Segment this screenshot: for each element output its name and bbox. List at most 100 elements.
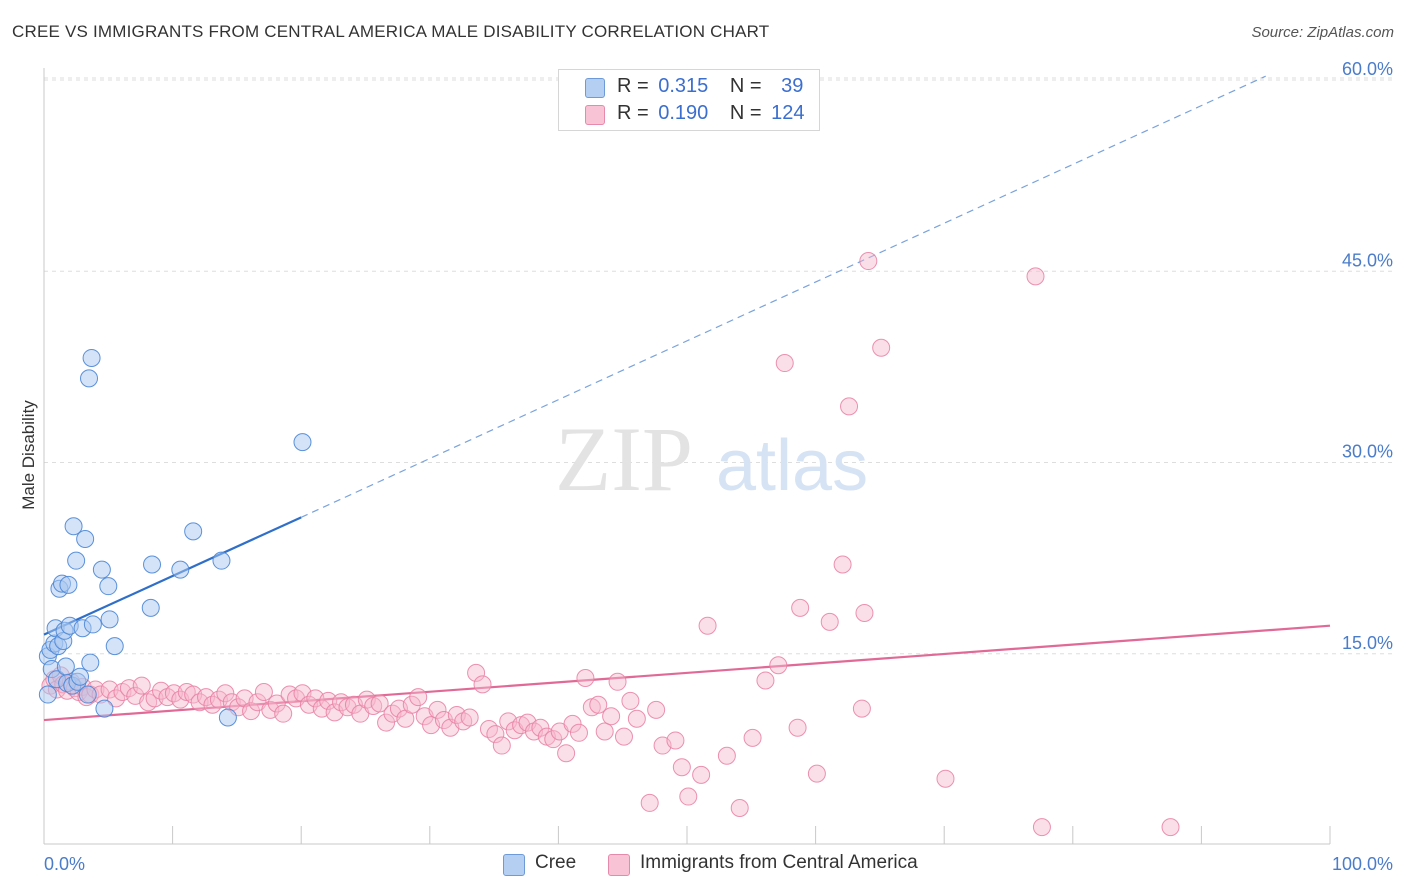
y-tick-label-45: 45.0% [1342, 250, 1393, 270]
tick-labels: 15.0% 30.0% 45.0% 60.0% 0.0% 100.0% [44, 59, 1393, 874]
point-immigrants-107 [743, 728, 762, 747]
point-cree-23 [78, 685, 97, 704]
point-cree-20 [71, 667, 90, 686]
point-cree-35 [171, 560, 190, 579]
y-tick-label-60: 60.0% [1342, 59, 1393, 79]
point-cree-22 [76, 530, 95, 548]
point-immigrants-91 [595, 722, 614, 741]
point-immigrants-56 [370, 694, 389, 713]
point-cree-31 [100, 610, 119, 629]
watermark: ZIP atlas [555, 408, 868, 510]
legend-r-value-immigrants: 0.190 [658, 102, 709, 124]
point-immigrants-70 [460, 708, 479, 727]
point-cree-30 [99, 577, 118, 596]
point-immigrants-117 [852, 699, 871, 718]
point-cree-37 [212, 551, 231, 570]
chart-title: CREE VS IMMIGRANTS FROM CENTRAL AMERICA … [12, 22, 770, 41]
point-cree-14 [59, 575, 78, 594]
point-immigrants-112 [791, 598, 810, 617]
data-points [38, 252, 1180, 837]
legend-text-immigrants: R = 0.190 N = 124 [617, 102, 805, 125]
point-immigrants-120 [872, 338, 891, 357]
point-immigrants-85 [557, 744, 576, 763]
point-immigrants-100 [666, 731, 685, 750]
point-cree-32 [105, 637, 124, 656]
point-immigrants-124 [1161, 818, 1180, 837]
point-cree-27 [83, 615, 102, 634]
point-immigrants-115 [833, 555, 852, 574]
legend-n-label: N = [729, 75, 762, 97]
point-immigrants-48 [319, 691, 338, 710]
point-immigrants-75 [492, 736, 511, 755]
point-immigrants-74 [486, 725, 505, 744]
bottom-legend-label-immigrants: Immigrants from Central America [640, 852, 918, 873]
point-immigrants-88 [576, 668, 595, 687]
bottom-legend-label-cree: Cree [535, 852, 577, 873]
point-immigrants-83 [544, 730, 563, 749]
point-immigrants-123 [1032, 818, 1051, 837]
x-tick-label-start: 0.0% [44, 854, 85, 874]
point-cree-38 [218, 708, 237, 727]
point-immigrants-92 [602, 707, 621, 726]
point-cree-28 [92, 560, 111, 579]
grid-lines [44, 77, 1392, 655]
trend-lines [43, 75, 1331, 722]
point-cree-17 [64, 517, 83, 536]
point-cree-29 [95, 699, 114, 718]
point-immigrants-105 [717, 746, 736, 765]
point-immigrants-96 [627, 709, 646, 728]
point-cree-36 [184, 522, 203, 541]
point-immigrants-36 [242, 702, 261, 721]
point-immigrants-32 [216, 684, 235, 703]
point-immigrants-87 [569, 723, 588, 742]
point-immigrants-104 [698, 616, 717, 635]
point-cree-34 [143, 555, 162, 574]
legend-swatch-immigrants [585, 105, 605, 125]
point-cree-26 [82, 348, 101, 367]
watermark-zip: ZIP [555, 408, 693, 510]
point-immigrants-98 [647, 700, 666, 719]
trend-line-cree [43, 516, 302, 636]
point-immigrants-21 [145, 689, 164, 708]
trend-line-cree-extension [300, 75, 1266, 518]
point-immigrants-108 [756, 671, 775, 690]
legend-n-value-cree: 39 [781, 75, 804, 97]
point-immigrants-57 [377, 713, 396, 732]
point-immigrants-103 [692, 765, 711, 784]
legend-n-value-immigrants: 124 [771, 102, 805, 124]
point-cree-39 [293, 433, 312, 452]
point-immigrants-121 [936, 769, 955, 788]
point-immigrants-111 [788, 718, 807, 737]
point-immigrants-122 [1026, 267, 1045, 286]
point-immigrants-72 [473, 675, 492, 694]
point-immigrants-38 [254, 683, 273, 701]
stats-legend: R = 0.315 N = 39 R = 0.190 N = 124 [558, 69, 820, 131]
point-immigrants-71 [467, 663, 486, 682]
point-immigrants-101 [672, 758, 691, 777]
point-immigrants-62 [409, 688, 428, 707]
watermark-atlas: atlas [716, 426, 868, 506]
point-immigrants-109 [769, 656, 788, 675]
point-cree-24 [80, 369, 99, 388]
point-immigrants-81 [531, 718, 550, 737]
point-immigrants-113 [807, 764, 826, 783]
point-cree-25 [81, 653, 100, 672]
point-immigrants-90 [589, 695, 608, 714]
point-immigrants-40 [267, 694, 286, 713]
point-immigrants-94 [614, 727, 633, 746]
legend-r-label: R = [617, 102, 649, 124]
x-tick-label-end: 100.0% [1332, 854, 1393, 874]
point-immigrants-19 [132, 676, 151, 695]
y-tick-label-15: 15.0% [1342, 633, 1393, 653]
point-immigrants-97 [640, 793, 659, 812]
point-immigrants-118 [855, 603, 874, 622]
y-tick-label-30: 30.0% [1342, 442, 1393, 462]
point-immigrants-110 [775, 354, 794, 373]
point-cree-0 [38, 685, 57, 704]
bottom-legend-swatch-cree [503, 854, 525, 876]
axes [43, 68, 1331, 845]
point-immigrants-116 [840, 397, 859, 416]
point-cree-12 [56, 657, 75, 676]
point-cree-33 [141, 598, 160, 617]
